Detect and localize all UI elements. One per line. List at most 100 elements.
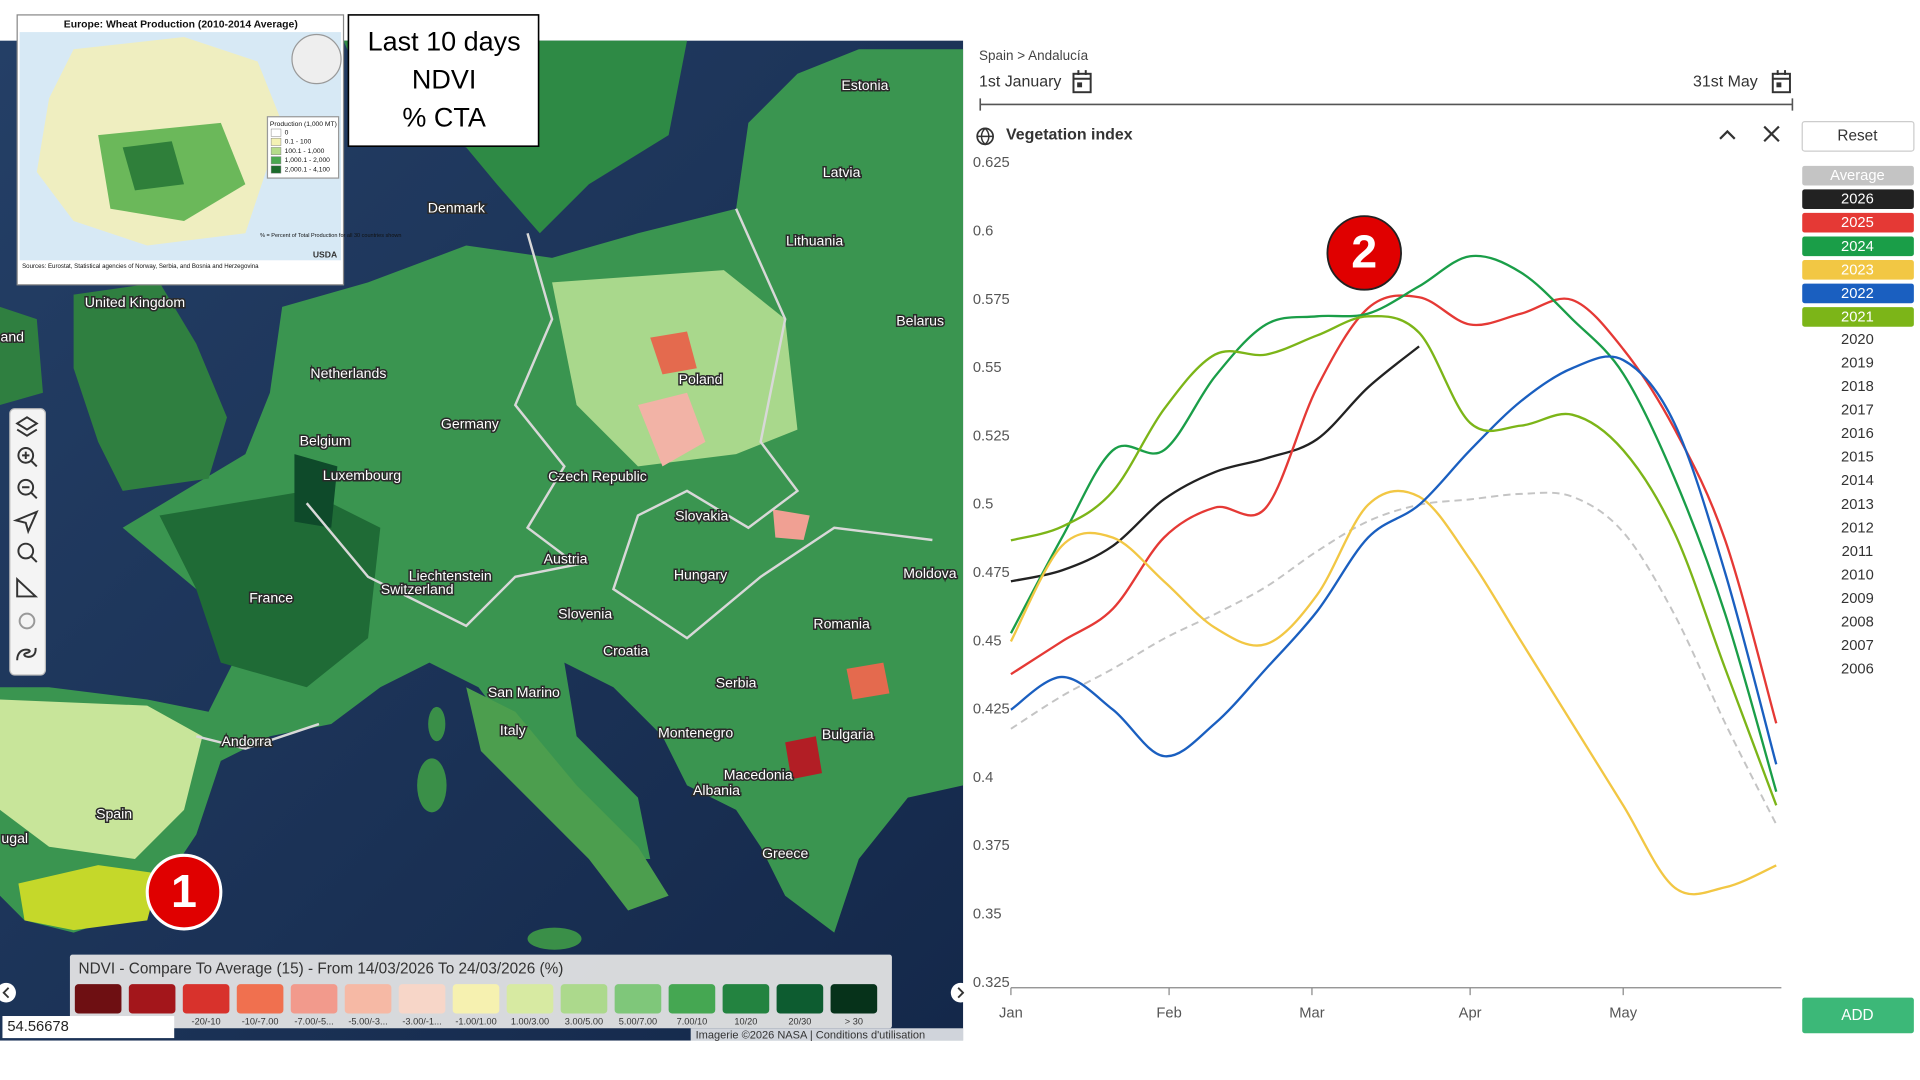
map-label: Moldova — [903, 565, 956, 581]
legend-button[interactable] — [1802, 307, 1914, 327]
y-tick-label: 0.625 — [973, 155, 1010, 171]
collapse-button[interactable] — [1719, 129, 1736, 140]
map-label: Belarus — [896, 312, 944, 328]
y-tick-label: 0.525 — [973, 428, 1010, 444]
calendar-icon[interactable] — [1072, 70, 1092, 94]
toolbar-shape — [18, 612, 36, 630]
add-label[interactable]: ADD — [1841, 1007, 1873, 1024]
calendar-icon[interactable] — [1771, 70, 1791, 94]
legend-label[interactable]: 2024 — [1841, 239, 1874, 255]
toolbar-shape — [15, 416, 39, 437]
year-option[interactable]: 2012 — [1841, 520, 1874, 536]
legend-button[interactable] — [1802, 283, 1914, 304]
land-shape — [294, 454, 338, 528]
year-option[interactable]: 2016 — [1841, 426, 1874, 442]
legend-label[interactable]: 2021 — [1841, 309, 1874, 325]
year-option[interactable]: 2014 — [1841, 473, 1874, 489]
year-option[interactable]: 2009 — [1841, 591, 1874, 607]
legend-label[interactable]: Average — [1830, 168, 1885, 184]
side-panel: Spain > Andalucía 1st January 31st May V… — [964, 0, 1920, 1080]
inset-legend-swatch — [270, 156, 282, 165]
toolbar-shape — [16, 577, 39, 598]
land-shape — [772, 509, 810, 540]
calendar-icon-shape — [1072, 72, 1092, 94]
map-label: Spain — [96, 806, 132, 822]
y-tick-label: 0.4 — [973, 770, 993, 786]
map-label: Slovenia — [558, 606, 612, 622]
legend-swatch — [74, 984, 122, 1014]
year-option[interactable]: 2019 — [1841, 355, 1874, 371]
callout-number: 2 — [1351, 226, 1377, 278]
legend-swatch — [398, 984, 446, 1014]
inset-legend-label: 0.1 - 100 — [285, 139, 312, 146]
legend-button[interactable] — [1802, 165, 1914, 186]
x-tick-label: May — [1609, 1005, 1637, 1021]
legend-label[interactable]: 2022 — [1841, 286, 1874, 302]
coordinates-box — [2, 1016, 175, 1039]
legend-label: -1.00/1.00 — [455, 1017, 496, 1027]
year-option[interactable]: 2008 — [1841, 615, 1874, 631]
y-tick-label: 0.5 — [973, 497, 993, 513]
land-shape — [73, 282, 227, 491]
land-shape — [428, 706, 446, 742]
year-option[interactable]: 2006 — [1841, 662, 1874, 678]
x-tick-label: Apr — [1459, 1005, 1482, 1021]
add-button[interactable] — [1802, 997, 1914, 1034]
callout-1-shape — [145, 853, 223, 931]
year-option[interactable]: 2017 — [1841, 403, 1874, 419]
series-line — [1010, 294, 1778, 724]
land-shape — [0, 306, 43, 406]
panel-title: Vegetation index — [1006, 126, 1133, 143]
date-slider[interactable] — [979, 98, 1794, 111]
legend-button[interactable] — [1802, 212, 1914, 233]
year-option[interactable]: 2010 — [1841, 567, 1874, 583]
prev-button[interactable] — [0, 982, 16, 1003]
year-option[interactable]: 2013 — [1841, 497, 1874, 513]
y-tick-label: 0.575 — [973, 292, 1010, 308]
series-line — [1009, 489, 1777, 896]
breadcrumb[interactable]: Spain > Andalucía — [979, 48, 1089, 63]
land-shape — [466, 687, 669, 911]
callout-number: 1 — [171, 865, 197, 917]
year-option[interactable]: 2018 — [1841, 379, 1874, 395]
legend-swatch — [290, 984, 338, 1014]
inset-note: % = Percent of Total Production for all … — [260, 233, 401, 239]
year-option[interactable]: 2020 — [1841, 332, 1874, 348]
y-tick-label: 0.35 — [973, 906, 1002, 922]
land-shape — [0, 699, 203, 859]
legend-button[interactable] — [1802, 189, 1914, 209]
toolbar-shape — [29, 555, 38, 563]
calendar-icon-shape — [1073, 70, 1091, 80]
toolbar-shape — [17, 447, 35, 464]
legend-swatch — [506, 984, 554, 1014]
legend-swatch — [722, 984, 770, 1014]
land-shape — [637, 392, 706, 467]
legend-label[interactable]: 2026 — [1841, 192, 1874, 208]
map-label: Romania — [813, 615, 870, 631]
legend-label[interactable]: 2025 — [1841, 215, 1874, 231]
map[interactable]: Estonia Latvia Lithuania Denmark United King… — [0, 40, 971, 1042]
legend-button[interactable] — [1802, 260, 1914, 280]
calendar-icon-shape — [1776, 82, 1782, 88]
inset-legend-swatch — [270, 128, 282, 137]
year-option[interactable]: 2011 — [1842, 544, 1874, 560]
map-label: Croatia — [603, 642, 649, 658]
start-date[interactable]: 1st January — [979, 74, 1061, 91]
land — [0, 40, 964, 950]
reset-button[interactable] — [1801, 121, 1915, 152]
next-icon — [957, 987, 965, 999]
map-label: Germany — [441, 415, 500, 431]
reset-label[interactable]: Reset — [1837, 127, 1878, 144]
year-option[interactable]: 2015 — [1841, 450, 1874, 466]
toolbar[interactable] — [9, 408, 47, 676]
year-option[interactable]: 2007 — [1841, 638, 1874, 654]
map-label: Macedonia — [724, 766, 793, 782]
close-button[interactable] — [1763, 125, 1780, 143]
legend-label[interactable]: 2023 — [1841, 262, 1874, 278]
inset-legend-label: 2,000.1 - 4,100 — [285, 166, 331, 173]
legend-button[interactable] — [1802, 236, 1914, 257]
end-date[interactable]: 31st May — [1693, 74, 1758, 91]
y-tick-label: 0.475 — [973, 565, 1010, 581]
callout-line: % CTA — [402, 102, 485, 132]
